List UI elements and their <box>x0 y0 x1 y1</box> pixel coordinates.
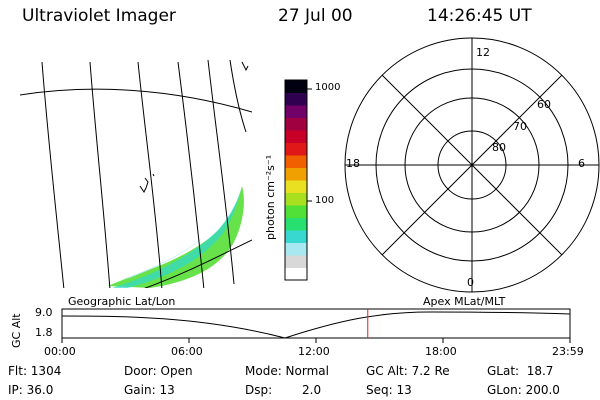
gc-alt-value: GC Alt: 7.2 Re <box>366 364 450 378</box>
dsp-label: Dsp: <box>245 383 273 397</box>
colorbar-tick-1000: 1000 <box>315 82 341 93</box>
colorbar-segment <box>285 117 307 131</box>
mode-value: Mode: Normal <box>245 364 329 378</box>
polar-lat-80: 80 <box>492 141 506 154</box>
polar-mlat-mlt-plot <box>344 37 600 293</box>
colorbar <box>285 80 307 281</box>
colorbar-segment <box>285 142 307 156</box>
colorbar-segment <box>285 230 307 243</box>
coastline-icon <box>139 173 155 193</box>
colorbar-segment <box>285 192 307 206</box>
meridian-lines <box>41 59 247 288</box>
dsp-value: 2.0 <box>302 383 322 397</box>
geographic-map-panel <box>20 59 252 288</box>
door-status: Door: Open <box>124 364 193 378</box>
colorbar-segment <box>285 205 307 218</box>
polar-hour-18: 18 <box>346 157 360 170</box>
ip-value: IP: 36.0 <box>8 383 54 397</box>
seq-value: Seq: 13 <box>366 383 412 397</box>
colorbar-segment <box>285 167 307 181</box>
colorbar-segment <box>285 80 307 93</box>
colorbar-segment <box>285 130 307 143</box>
altitude-timeline <box>61 308 571 343</box>
x-tick-0600: 06:00 <box>171 345 203 358</box>
polar-hour-0: 0 <box>467 276 474 289</box>
colorbar-segment <box>285 92 307 106</box>
x-tick-1800: 18:00 <box>425 345 457 358</box>
x-tick-0000: 00:00 <box>44 345 76 358</box>
colorbar-unit-label: photon cm⁻²s⁻¹ <box>264 154 277 240</box>
glat-value: GLat: 18.7 <box>487 364 554 378</box>
x-tick-1200: 12:00 <box>298 345 330 358</box>
aurora-emission-band <box>108 186 244 288</box>
polar-lat-70: 70 <box>513 120 527 133</box>
time-label: 14:26:45 UT <box>427 6 532 26</box>
instrument-title: Ultraviolet Imager <box>22 6 176 26</box>
gc-alt-axis-title: GC Alt <box>10 313 23 348</box>
latitude-lines <box>20 88 252 288</box>
colorbar-segment <box>285 105 307 118</box>
flight-number: Flt: 1304 <box>8 364 62 378</box>
colorbar-segment <box>285 180 307 193</box>
polar-hour-12: 12 <box>476 46 490 59</box>
gain-value: Gain: 13 <box>124 383 175 397</box>
glon-value: GLon: 200.0 <box>487 383 560 397</box>
date-label: 27 Jul 00 <box>278 6 353 26</box>
colorbar-segment <box>285 242 307 256</box>
polar-hour-6: 6 <box>578 157 585 170</box>
colorbar-segment <box>285 155 307 168</box>
colorbar-tick-100: 100 <box>315 195 335 206</box>
colorbar-segment <box>285 255 307 268</box>
polar-panel-label: Apex MLat/MLT <box>423 295 506 308</box>
colorbar-segment <box>285 267 307 281</box>
colorbar-segment <box>285 217 307 231</box>
map-panel-label: Geographic Lat/Lon <box>68 295 176 308</box>
y-tick-9: 9.0 <box>35 306 53 319</box>
x-tick-2359: 23:59 <box>552 345 584 358</box>
polar-lat-60: 60 <box>537 98 551 111</box>
y-tick-1-8: 1.8 <box>35 326 53 339</box>
